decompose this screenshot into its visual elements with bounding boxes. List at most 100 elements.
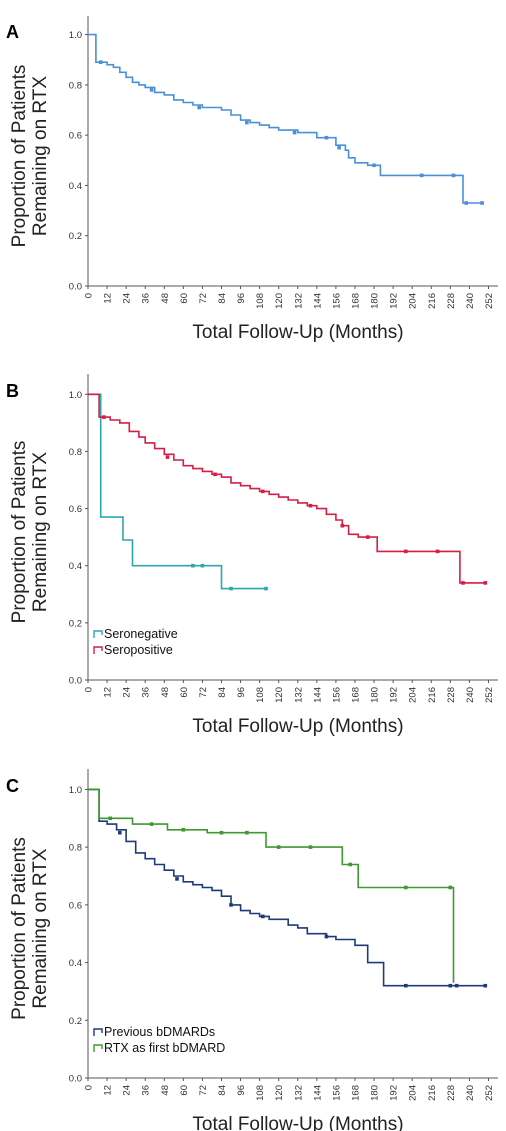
x-tick-label: 96 — [236, 293, 247, 304]
y-tick-label: 0.0 — [69, 282, 82, 293]
x-tick-label: 228 — [446, 1085, 457, 1101]
x-tick-label: 72 — [198, 293, 209, 304]
x-tick-label: 132 — [293, 687, 304, 703]
censor-mark — [448, 983, 453, 988]
y-tick-label: 0.0 — [69, 1074, 82, 1085]
censor-mark — [191, 563, 195, 568]
x-tick-label: 216 — [427, 687, 438, 703]
censor-mark — [245, 120, 249, 125]
y-axis-title-line: Proportion of Patients — [9, 441, 30, 624]
censor-mark — [365, 535, 370, 539]
x-tick-label: 84 — [217, 1085, 228, 1096]
x-tick-label: 60 — [179, 1085, 190, 1096]
x-tick-label: 252 — [484, 293, 495, 309]
censor-mark — [181, 828, 186, 832]
y-tick-label: 1.0 — [69, 390, 82, 401]
censor-mark — [175, 877, 179, 881]
legend: Seronegative Seropositive — [93, 627, 178, 657]
censor-mark — [229, 903, 233, 907]
y-axis-title-line: Proportion of Patients — [9, 65, 30, 248]
censor-mark — [276, 845, 281, 849]
y-axis-title: Proportion of PatientsRemaining on RTX — [9, 837, 51, 1020]
y-tick-label: 0.6 — [69, 900, 82, 911]
censor-mark — [261, 914, 265, 919]
x-tick-label: 192 — [389, 293, 400, 309]
legend-label: Previous bDMARDs — [104, 1025, 215, 1039]
x-tick-label: 168 — [350, 293, 361, 309]
x-tick-label: 72 — [198, 687, 209, 698]
x-tick-label: 144 — [312, 687, 323, 703]
x-axis-title: Total Follow-Up (Months) — [192, 322, 403, 343]
y-axis-title: Proportion of PatientsRemaining on RTX — [9, 441, 51, 624]
censor-mark — [245, 830, 249, 835]
censor-mark — [165, 455, 170, 459]
x-tick-label: 120 — [274, 1085, 285, 1101]
x-tick-label: 168 — [350, 1085, 361, 1101]
legend-label: RTX as first bDMARD — [104, 1041, 225, 1055]
censor-mark — [102, 415, 106, 419]
y-tick-label: 0.4 — [69, 561, 82, 572]
panel-letter: A — [6, 22, 19, 42]
legend-swatch — [93, 646, 103, 654]
censor-mark — [340, 523, 345, 528]
censor-mark — [337, 145, 341, 150]
y-axis-title: Proportion of PatientsRemaining on RTX — [9, 65, 51, 248]
x-tick-label: 48 — [160, 687, 171, 698]
series-0 — [88, 788, 488, 988]
x-tick-label: 84 — [217, 687, 228, 698]
x-tick-label: 132 — [293, 1085, 304, 1101]
censor-mark — [308, 845, 313, 849]
censor-mark — [98, 60, 103, 64]
x-tick-label: 108 — [255, 293, 266, 309]
x-tick-label: 228 — [446, 687, 457, 703]
censor-mark — [372, 163, 376, 168]
censor-mark — [404, 983, 408, 988]
x-tick-label: 0 — [84, 687, 95, 692]
legend-swatch — [93, 630, 103, 638]
x-tick-label: 108 — [255, 687, 266, 703]
censor-mark — [435, 549, 440, 554]
censor-mark — [308, 503, 313, 508]
x-tick-label: 156 — [331, 1085, 342, 1101]
y-tick-label: 0.2 — [69, 231, 82, 242]
x-tick-label: 120 — [274, 687, 285, 703]
legend: Previous bDMARDs RTX as first bDMARD — [93, 1025, 225, 1055]
x-axis-title: Total Follow-Up (Months) — [192, 1114, 403, 1131]
x-tick-label: 0 — [84, 293, 95, 298]
panel-c: C 0.0 0.2 0.4 0.6 0.8 1.0 0 12 24 36 48 60 72 84 96 108 1… — [6, 769, 498, 1131]
legend-swatch — [93, 1044, 103, 1052]
censor-mark — [213, 472, 217, 477]
panel-letter: B — [6, 381, 19, 401]
x-tick-label: 180 — [370, 293, 381, 309]
censor-mark — [261, 489, 265, 494]
x-tick-label: 252 — [484, 1085, 495, 1101]
x-tick-label: 168 — [350, 687, 361, 703]
censor-mark — [149, 822, 154, 826]
x-tick-label: 204 — [408, 1085, 419, 1101]
x-tick-label: 12 — [103, 1085, 114, 1096]
x-tick-label: 252 — [484, 687, 495, 703]
panel-b: B 0.0 0.2 0.4 0.6 0.8 1.0 0 12 24 36 48 60 72 84 96 108 1… — [6, 374, 498, 737]
y-tick-label: 0.2 — [69, 1016, 82, 1027]
censor-mark — [419, 173, 424, 178]
legend-label: Seronegative — [104, 627, 178, 641]
x-tick-label: 48 — [160, 1085, 171, 1096]
y-axis-title-line: Proportion of Patients — [9, 837, 30, 1020]
x-axis-title: Total Follow-Up (Months) — [192, 716, 403, 737]
y-tick-label: 0.2 — [69, 618, 82, 629]
x-tick-label: 96 — [236, 687, 247, 698]
km-curve — [88, 393, 266, 590]
x-tick-label: 240 — [465, 293, 476, 309]
censor-mark — [448, 885, 453, 890]
x-tick-label: 132 — [293, 293, 304, 309]
y-tick-label: 0.0 — [69, 676, 82, 687]
legend-swatch — [93, 1028, 103, 1036]
y-tick-label: 0.8 — [69, 447, 82, 458]
y-axis-title-line: Remaining on RTX — [30, 452, 51, 613]
x-tick-label: 24 — [122, 1085, 133, 1096]
censor-mark — [404, 549, 408, 554]
censor-mark — [200, 563, 205, 568]
censor-mark — [454, 983, 459, 988]
x-tick-label: 12 — [103, 687, 114, 698]
